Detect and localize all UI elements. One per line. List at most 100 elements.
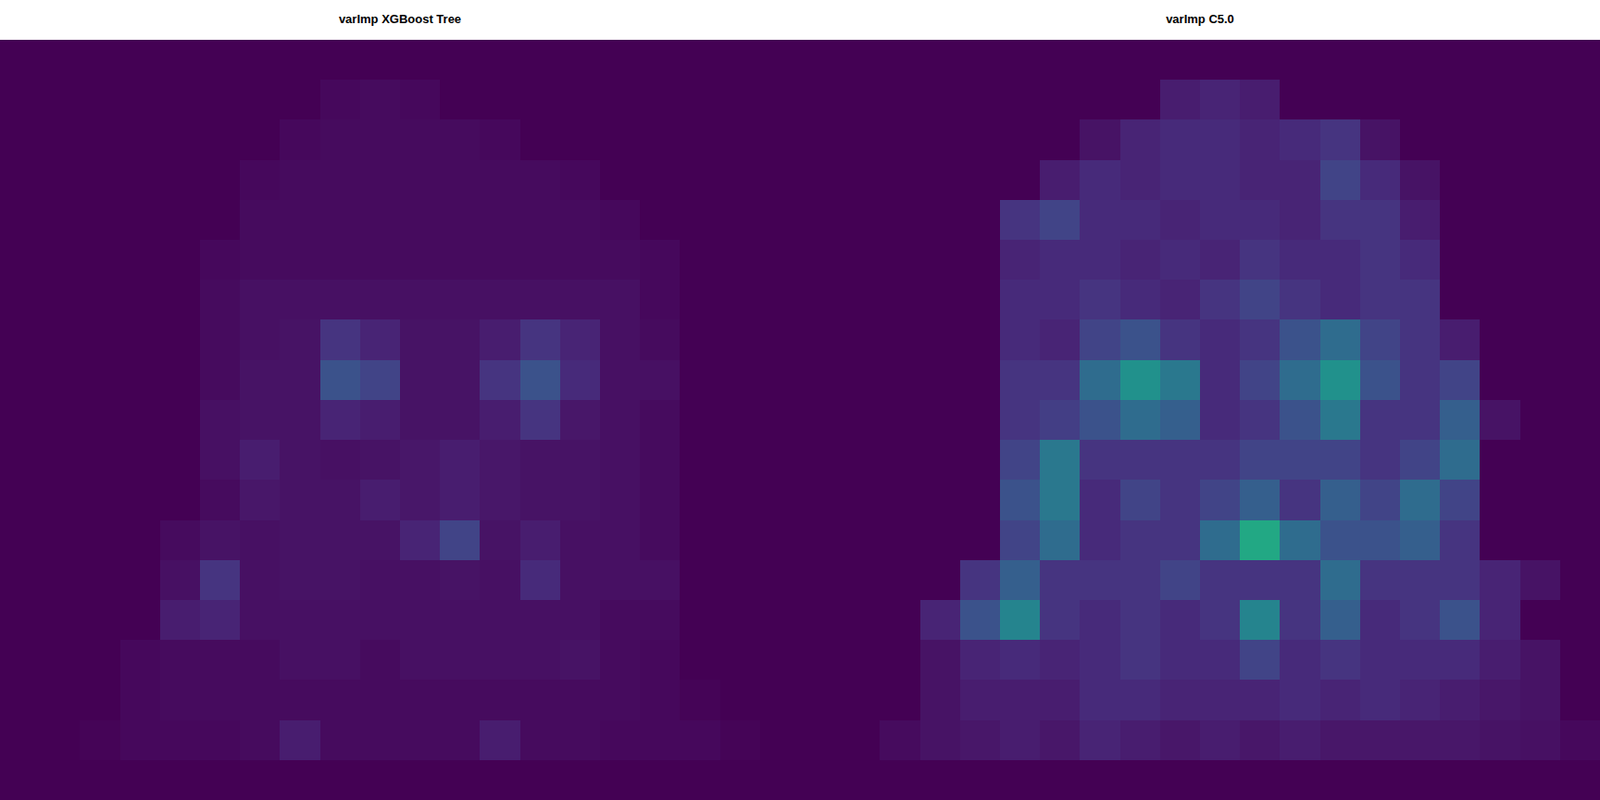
- heatmap-cell: [1160, 319, 1201, 361]
- heatmap-cell: [839, 400, 881, 441]
- heatmap-cell: [720, 520, 762, 562]
- heatmap-cell: [1479, 679, 1521, 721]
- heatmap-cell: [400, 79, 441, 121]
- heatmap-cell: [1479, 600, 1521, 641]
- heatmap-cell: [360, 760, 401, 800]
- heatmap-cell: [800, 600, 841, 641]
- heatmap-cell: [960, 479, 1001, 521]
- heatmap-cell: [1560, 200, 1600, 241]
- heatmap-cell: [39, 360, 81, 401]
- heatmap-cell: [439, 319, 481, 361]
- heatmap-cell: [1200, 560, 1241, 601]
- heatmap-cell: [1279, 720, 1321, 762]
- heatmap-cell: [1520, 119, 1562, 161]
- heatmap-cell: [760, 239, 800, 281]
- heatmap-cell: [1439, 39, 1481, 81]
- heatmap-cell: [439, 560, 481, 601]
- heatmap-cell: [479, 79, 521, 121]
- heatmap-cell: [360, 279, 401, 321]
- heatmap-cell: [1520, 360, 1562, 401]
- heatmap-cell: [320, 279, 362, 321]
- heatmap-cell: [639, 639, 681, 681]
- heatmap-cell: [239, 760, 281, 800]
- heatmap-cell: [479, 200, 521, 241]
- heatmap-cell: [1520, 520, 1562, 562]
- heatmap-cell: [960, 79, 1001, 121]
- heatmap-cell: [960, 760, 1001, 800]
- heatmap-cell: [1200, 760, 1241, 800]
- heatmap-cell: [1120, 520, 1162, 562]
- heatmap-cell: [1320, 119, 1362, 161]
- heatmap-cell: [360, 520, 401, 562]
- heatmap-cell: [839, 720, 881, 762]
- heatmap-cell: [239, 479, 281, 521]
- heatmap-cell: [360, 639, 401, 681]
- heatmap-cell: [400, 119, 441, 161]
- heatmap-cell: [0, 520, 41, 562]
- heatmap-cell: [239, 400, 281, 441]
- heatmap-cell: [600, 319, 641, 361]
- heatmap-cell: [760, 760, 800, 800]
- heatmap-cell: [879, 39, 921, 81]
- heatmap-cell: [1200, 239, 1241, 281]
- heatmap-cell: [1200, 319, 1241, 361]
- heatmap-cell: [320, 560, 362, 601]
- heatmap-cell: [1039, 720, 1081, 762]
- heatmap-cell: [360, 239, 401, 281]
- heatmap-cell: [1039, 239, 1081, 281]
- heatmap-cell: [1279, 439, 1321, 481]
- heatmap-cell: [560, 679, 601, 721]
- heatmap-cell: [479, 520, 521, 562]
- heatmap-cell: [520, 160, 562, 201]
- heatmap-cell: [279, 520, 321, 562]
- heatmap-cell: [1360, 200, 1401, 241]
- heatmap-cell: [239, 439, 281, 481]
- heatmap-cell: [879, 239, 921, 281]
- heatmap-cell: [1320, 200, 1362, 241]
- heatmap-cell: [800, 79, 841, 121]
- heatmap-cell: [79, 479, 121, 521]
- heatmap-cell: [400, 479, 441, 521]
- heatmap-cell: [1360, 479, 1401, 521]
- heatmap-cell: [1000, 200, 1041, 241]
- heatmap-cell: [400, 239, 441, 281]
- heatmap-cell: [200, 319, 241, 361]
- heatmap-cell: [800, 520, 841, 562]
- heatmap-cell: [479, 39, 521, 81]
- heatmap-cell: [320, 39, 362, 81]
- heatmap-cell: [600, 600, 641, 641]
- heatmap-cell: [839, 79, 881, 121]
- heatmap-cell: [39, 760, 81, 800]
- heatmap-cell: [160, 439, 201, 481]
- heatmap-cell: [560, 239, 601, 281]
- heatmap-cell: [439, 400, 481, 441]
- heatmap-cell: [1000, 679, 1041, 721]
- heatmap-cell: [0, 79, 41, 121]
- heatmap-cell: [920, 200, 962, 241]
- heatmap-cell: [120, 520, 162, 562]
- heatmap-cell: [320, 760, 362, 800]
- heatmap-cell: [1360, 639, 1401, 681]
- heatmap-cell: [760, 79, 800, 121]
- heatmap-cell: [200, 239, 241, 281]
- heatmap-cell: [1000, 79, 1041, 121]
- heatmap-cell: [120, 79, 162, 121]
- heatmap-cell: [1520, 560, 1562, 601]
- heatmap-cell: [1279, 760, 1321, 800]
- heatmap-cell: [920, 479, 962, 521]
- heatmap-cell: [1400, 79, 1441, 121]
- heatmap-cell: [0, 560, 41, 601]
- heatmap-cell: [960, 520, 1001, 562]
- heatmap-cell: [479, 319, 521, 361]
- heatmap-cell: [279, 279, 321, 321]
- heatmap-cell: [839, 200, 881, 241]
- heatmap-cell: [239, 119, 281, 161]
- heatmap-cell: [1160, 560, 1201, 601]
- heatmap-cell: [439, 520, 481, 562]
- heatmap-cell: [639, 560, 681, 601]
- heatmap-cell: [1479, 119, 1521, 161]
- heatmap-cell: [1439, 239, 1481, 281]
- heatmap-cell: [200, 79, 241, 121]
- heatmap-cell: [1279, 400, 1321, 441]
- heatmap-cell: [120, 760, 162, 800]
